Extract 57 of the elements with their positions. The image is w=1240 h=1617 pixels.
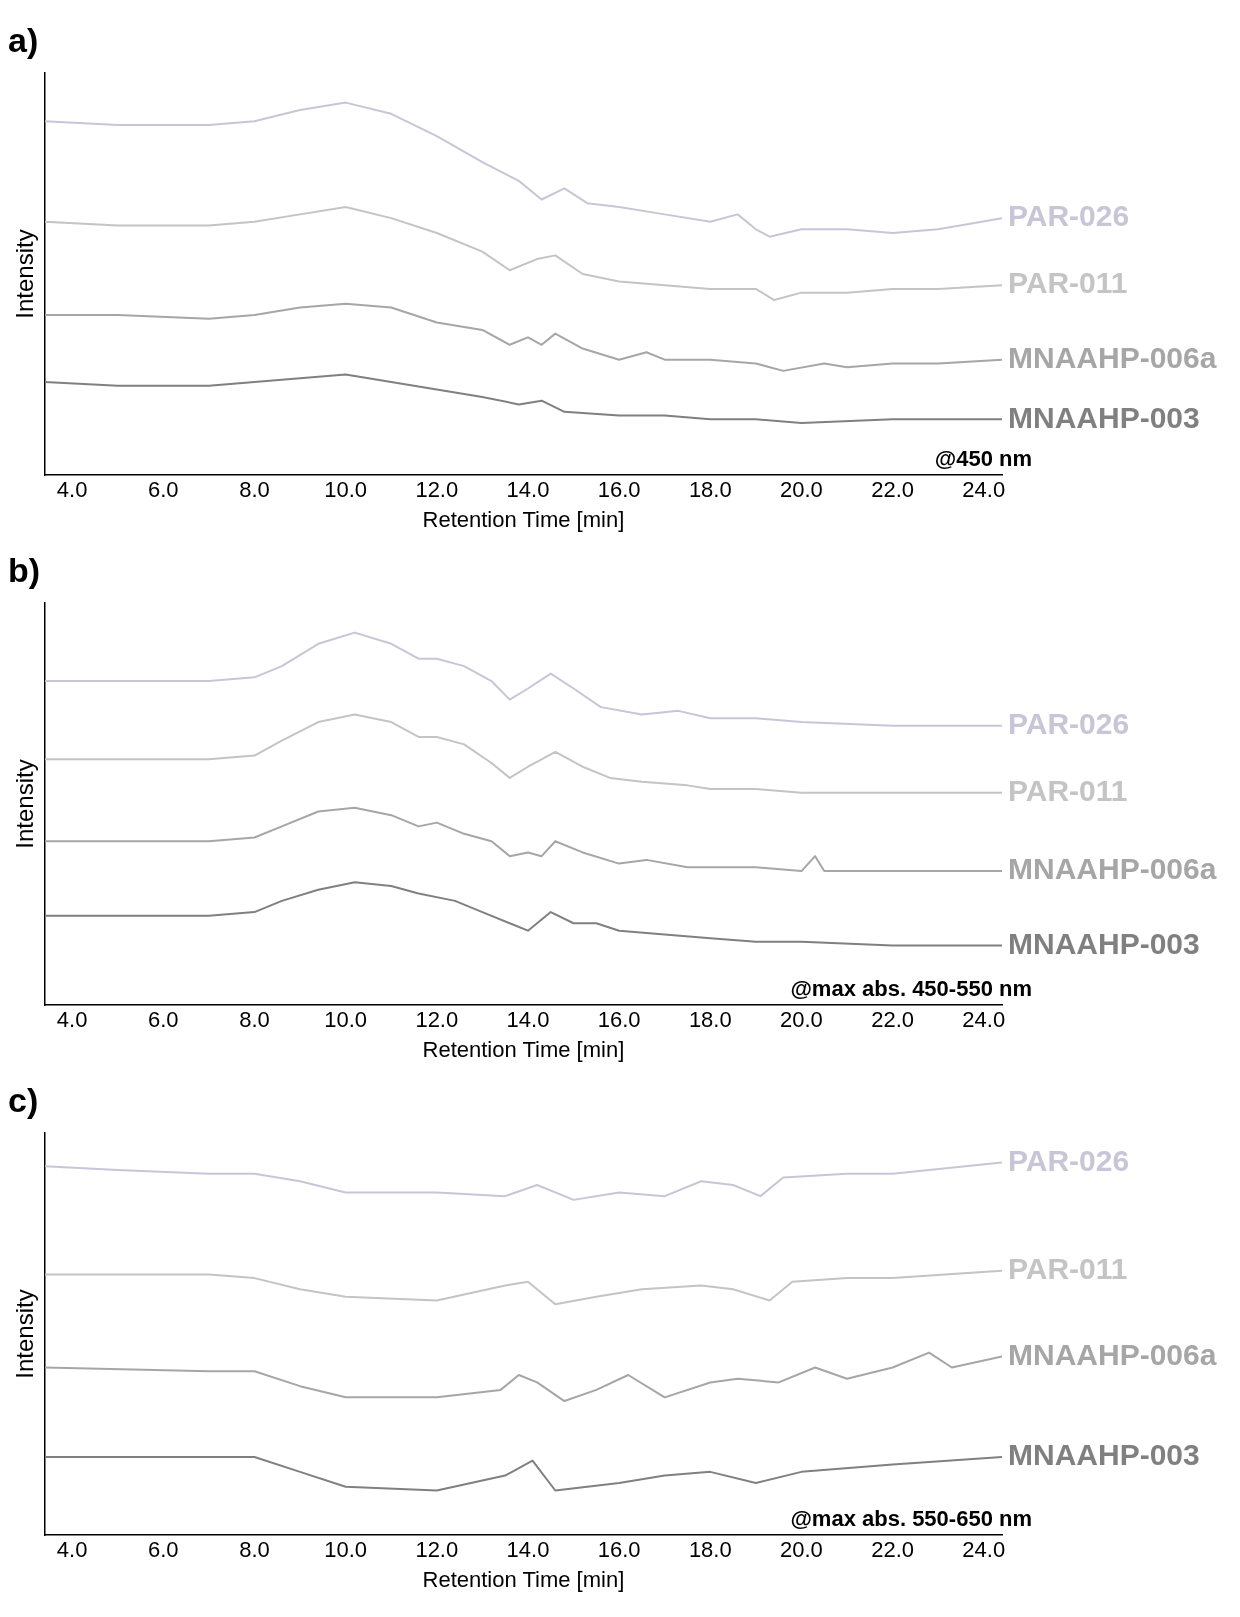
x-tick-label: 12.0 <box>415 477 459 503</box>
annotation: @max abs. 450-550 nm <box>790 976 1032 1002</box>
x-tick-label: 10.0 <box>324 477 368 503</box>
x-tick-label: 24.0 <box>962 477 1006 503</box>
series-label: MNAAHP-006a <box>1008 340 1217 374</box>
y-axis-title: Intensity <box>11 759 39 849</box>
y-axis-title: Intensity <box>11 229 39 319</box>
annotation: @450 nm <box>934 446 1032 472</box>
x-tick-label: 4.0 <box>56 1537 88 1563</box>
series-label: MNAAHP-003 <box>1008 400 1200 434</box>
x-tick-label: 20.0 <box>780 1007 823 1033</box>
x-tick-label: 6.0 <box>148 1007 179 1033</box>
x-tick-label: 14.0 <box>506 477 550 503</box>
x-tick-label: 24.0 <box>962 1537 1006 1563</box>
series-label: PAR-011 <box>1008 774 1128 808</box>
series-label: MNAAHP-003 <box>1008 926 1200 960</box>
x-tick-label: 12.0 <box>415 1537 459 1563</box>
x-tick-label: 14.0 <box>506 1537 550 1563</box>
y-axis-title: Intensity <box>11 1289 39 1379</box>
x-tick-label: 16.0 <box>597 477 641 503</box>
x-tick-label: 20.0 <box>780 477 823 503</box>
x-tick-label: 8.0 <box>239 477 270 503</box>
x-tick-label: 6.0 <box>148 1537 179 1563</box>
series-label: MNAAHP-006a <box>1008 1337 1217 1371</box>
chart-title: c) <box>8 1080 39 1119</box>
x-tick-label: 20.0 <box>780 1537 823 1563</box>
annotation: @max abs. 550-650 nm <box>790 1506 1032 1532</box>
x-tick-label: 16.0 <box>597 1537 641 1563</box>
x-tick-label: 10.0 <box>324 1537 368 1563</box>
series-label: PAR-026 <box>1008 1143 1130 1177</box>
series-label: PAR-011 <box>1008 1251 1128 1285</box>
x-tick-label: 4.0 <box>56 477 88 503</box>
x-tick-label: 8.0 <box>239 1537 270 1563</box>
x-tick-label: 18.0 <box>688 1007 732 1033</box>
x-tick-label: 24.0 <box>962 1007 1006 1033</box>
chart-title: a) <box>8 20 39 59</box>
x-tick-label: 22.0 <box>871 1007 915 1033</box>
x-axis-title: Retention Time [min] <box>422 506 625 532</box>
series-label: MNAAHP-006a <box>1008 852 1217 886</box>
series-label: PAR-011 <box>1008 266 1128 300</box>
x-tick-label: 18.0 <box>688 477 732 503</box>
x-tick-label: 10.0 <box>324 1007 368 1033</box>
x-tick-label: 12.0 <box>415 1007 459 1033</box>
series-label: PAR-026 <box>1008 199 1130 233</box>
x-tick-label: 16.0 <box>597 1007 641 1033</box>
x-axis-title: Retention Time [min] <box>422 1036 625 1062</box>
x-tick-label: 14.0 <box>506 1007 550 1033</box>
series-label: PAR-026 <box>1008 707 1130 741</box>
x-tick-label: 22.0 <box>871 1537 915 1563</box>
chart-title: b) <box>8 550 41 589</box>
x-tick-label: 22.0 <box>871 477 915 503</box>
x-tick-label: 8.0 <box>239 1007 270 1033</box>
x-tick-label: 6.0 <box>148 477 179 503</box>
x-tick-label: 18.0 <box>688 1537 732 1563</box>
x-tick-label: 4.0 <box>56 1007 88 1033</box>
series-label: MNAAHP-003 <box>1008 1438 1200 1472</box>
x-axis-title: Retention Time [min] <box>422 1566 625 1592</box>
